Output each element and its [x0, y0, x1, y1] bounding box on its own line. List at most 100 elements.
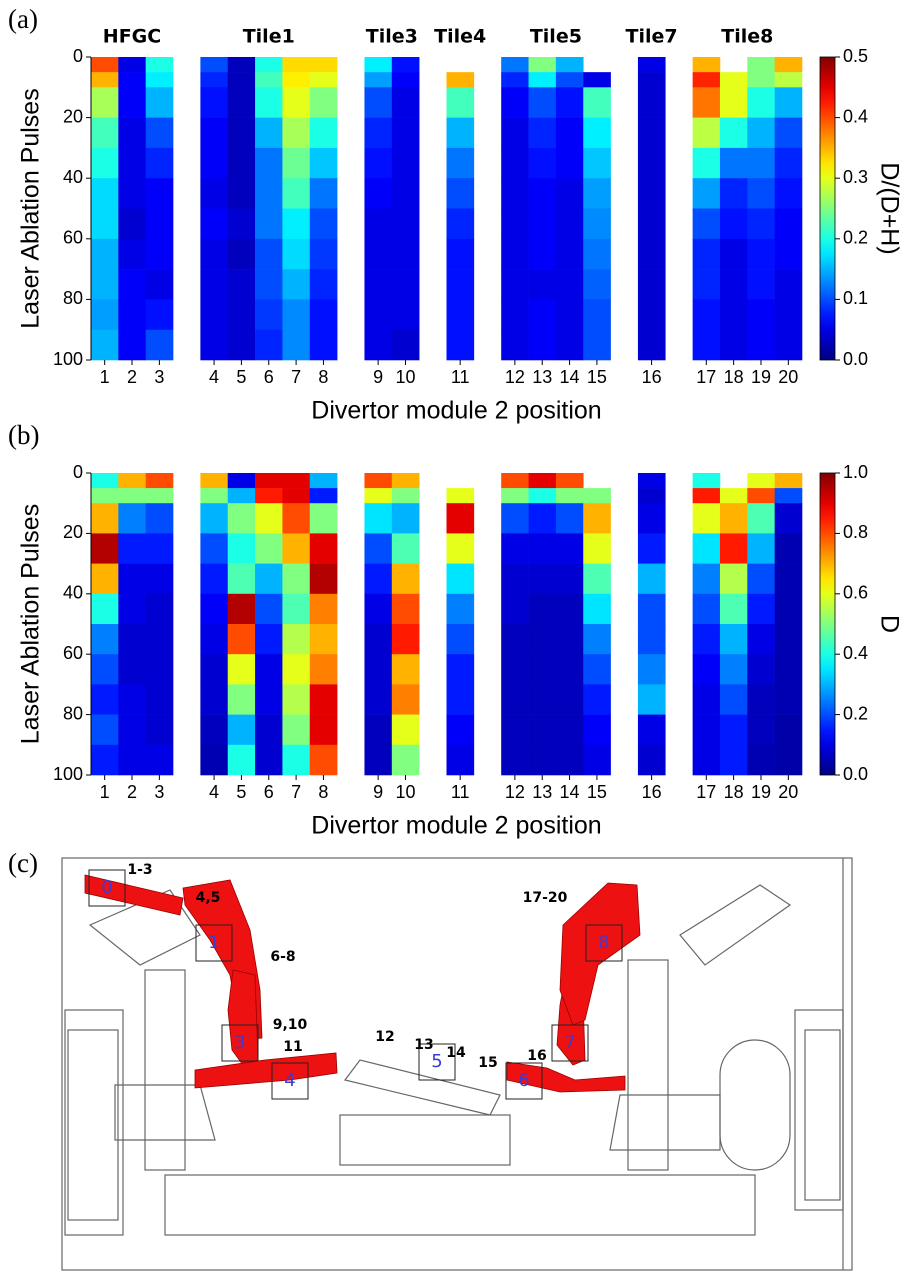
- position-label: 11: [283, 1039, 302, 1055]
- heat-cell: [747, 178, 775, 209]
- heat-cell: [118, 473, 146, 489]
- right-column: [627, 959, 669, 1171]
- panel-label: (c): [8, 848, 38, 878]
- base: [164, 1174, 756, 1236]
- heat-cell: [391, 503, 420, 534]
- heat-cell: [118, 208, 146, 240]
- heat-cell: [774, 87, 803, 118]
- heat-cell: [583, 87, 611, 118]
- heat-cell: [501, 624, 529, 655]
- y-axis-label: Laser Ablation Pulses: [17, 88, 45, 328]
- heat-cell: [501, 57, 529, 73]
- heat-cell: [528, 299, 557, 330]
- heat-cell: [227, 473, 256, 489]
- heat-cell: [501, 593, 529, 625]
- heat-cell: [446, 654, 475, 685]
- heat-cell: [227, 714, 256, 746]
- heat-cell: [446, 624, 475, 655]
- heat-cell: [227, 488, 256, 504]
- y-tick-label: 80: [63, 703, 83, 723]
- heat-cell: [774, 299, 803, 330]
- heat-cell: [501, 714, 529, 746]
- heat-cell: [200, 503, 229, 534]
- heat-cell: [255, 684, 283, 715]
- heat-cell: [309, 744, 338, 776]
- heat-cell: [747, 329, 775, 361]
- heat-cell: [118, 593, 146, 625]
- position-label: 9,10: [273, 1017, 308, 1033]
- heat-cell: [528, 563, 557, 595]
- heat-cell: [774, 744, 803, 776]
- heat-cell: [309, 117, 338, 149]
- heat-cell: [255, 208, 283, 240]
- heat-cell: [692, 329, 721, 361]
- heat-cell: [145, 473, 174, 489]
- heat-cell: [528, 744, 557, 776]
- y-tick-label: 60: [63, 228, 83, 248]
- heat-cell: [118, 269, 146, 300]
- heat-cell: [774, 684, 803, 715]
- y-tick-label: 40: [63, 167, 83, 187]
- heat-cell: [145, 624, 174, 655]
- heat-cell: [446, 147, 475, 179]
- heat-cell: [200, 473, 229, 489]
- x-tick-label: 17: [696, 367, 716, 387]
- heat-cell: [774, 117, 803, 149]
- heat-cell: [145, 533, 174, 564]
- heat-cell: [528, 178, 557, 209]
- y-tick-label: 80: [63, 288, 83, 308]
- heat-cell: [227, 208, 256, 240]
- y-axis-label: Laser Ablation Pulses: [17, 504, 45, 744]
- heat-cell: [637, 714, 666, 746]
- heat-cell: [528, 269, 557, 300]
- colorbar-tick-label: 0.1: [843, 288, 868, 308]
- heat-cell: [391, 488, 420, 504]
- heat-cell: [528, 624, 557, 655]
- heat-cell: [501, 269, 529, 300]
- heat-cell: [118, 117, 146, 149]
- heat-cell: [747, 57, 775, 73]
- heat-cell: [501, 473, 529, 489]
- heat-cell: [501, 488, 529, 504]
- colorbar-tick-label: 0.0: [843, 764, 868, 784]
- heat-cell: [446, 269, 475, 300]
- x-tick-label: 18: [724, 782, 744, 802]
- colorbar-tick-label: 0.5: [843, 46, 868, 66]
- heat-cell: [637, 684, 666, 715]
- heat-cell: [583, 329, 611, 361]
- heat-cell: [91, 654, 119, 685]
- colorbar-label: D: [875, 615, 903, 633]
- heat-cell: [227, 147, 256, 179]
- tile-box: [418, 1043, 456, 1081]
- heat-cell: [282, 87, 311, 118]
- heat-cell: [391, 269, 420, 300]
- tile-number: 5: [431, 1051, 442, 1072]
- colorbar-tick-label: 0.2: [843, 703, 868, 723]
- heat-cell: [364, 269, 393, 300]
- heat-cell: [200, 329, 229, 361]
- heat-cell: [583, 744, 611, 776]
- position-label: 13: [414, 1037, 433, 1053]
- heat-cell: [227, 654, 256, 685]
- y-tick-label: 40: [63, 583, 83, 603]
- heat-cell: [637, 744, 666, 776]
- heat-cell: [446, 329, 475, 361]
- colorbar-tick-label: 0.0: [843, 349, 868, 369]
- heat-cell: [145, 684, 174, 715]
- heat-cell: [145, 147, 174, 179]
- heat-cell: [91, 299, 119, 330]
- heat-cell: [501, 563, 529, 595]
- heat-cell: [583, 178, 611, 209]
- heat-cell: [747, 593, 775, 625]
- heat-cell: [774, 624, 803, 655]
- heat-cell: [719, 533, 748, 564]
- x-tick-label: 4: [209, 782, 219, 802]
- heat-cell: [555, 238, 584, 270]
- colorbar-tick-label: 0.3: [843, 167, 868, 187]
- x-tick-label: 12: [505, 782, 525, 802]
- tile-region: [559, 882, 641, 1026]
- heat-cell: [555, 744, 584, 776]
- heat-cell: [282, 238, 311, 270]
- heat-cell: [91, 208, 119, 240]
